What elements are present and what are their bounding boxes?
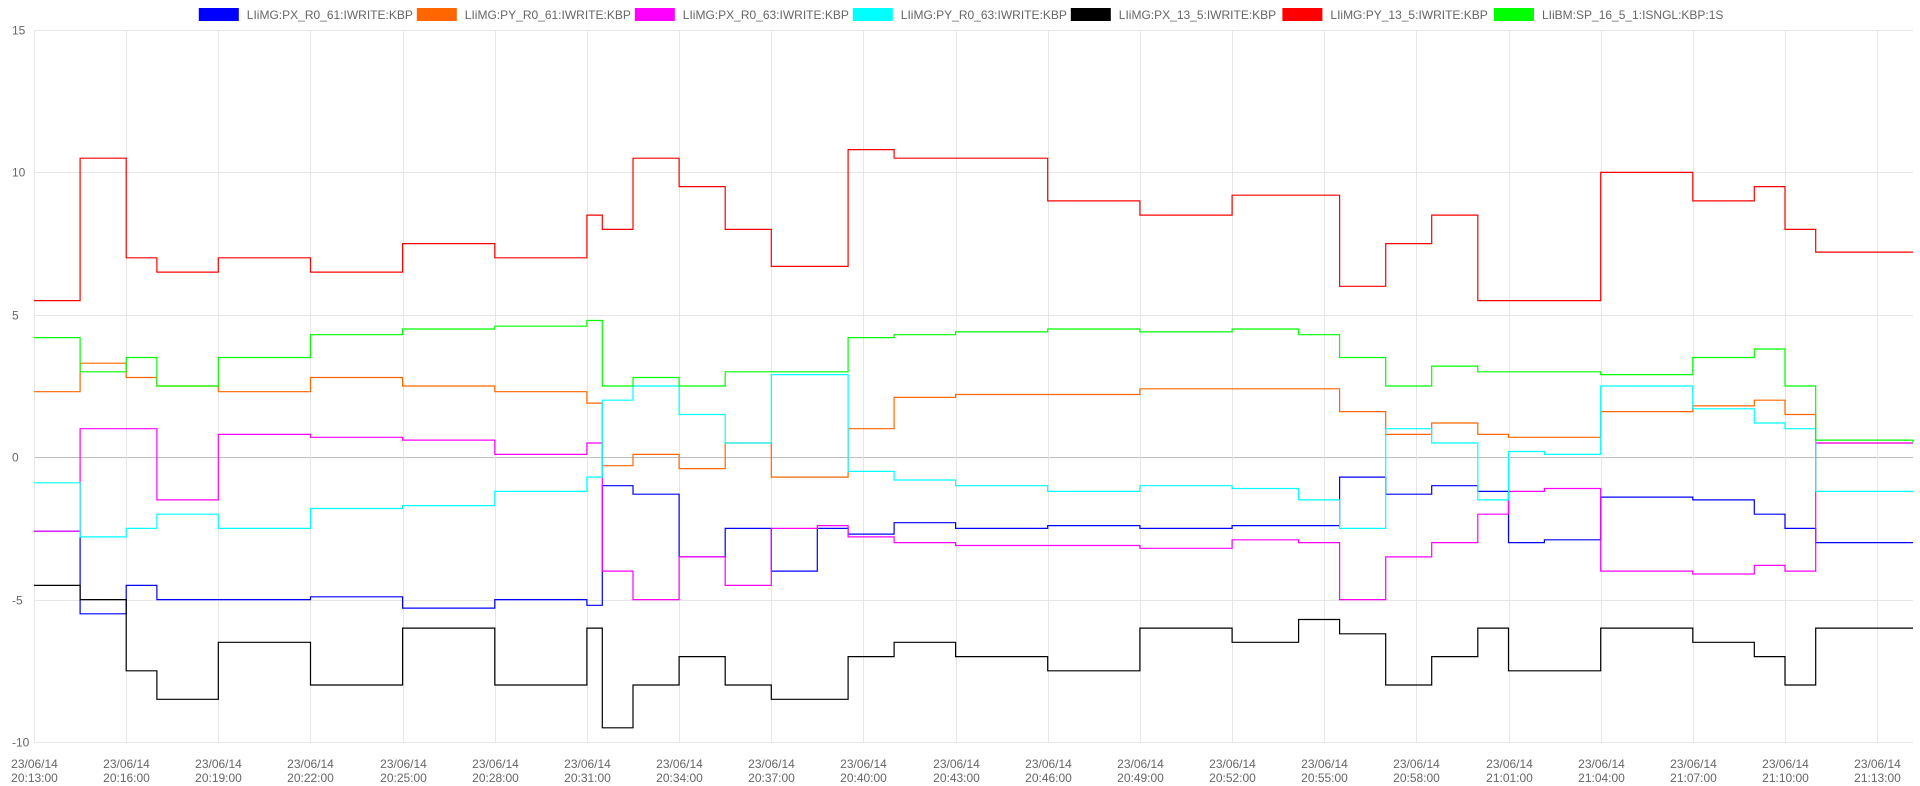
legend-swatch: [852, 8, 893, 21]
x-tick-label-date: 23/06/14: [1117, 757, 1164, 771]
x-tick-label-date: 23/06/14: [1209, 757, 1256, 771]
x-tick-label-date: 23/06/14: [656, 757, 703, 771]
x-tick-label-time: 20:28:00: [472, 771, 519, 785]
y-tick-label: -10: [12, 736, 30, 750]
legend-label: LIiMG:PX_R0_63:IWRITE:KBP: [683, 8, 849, 22]
y-tick-label: 5: [12, 309, 19, 323]
x-tick-label-time: 20:55:00: [1301, 771, 1348, 785]
x-tick-label-time: 21:07:00: [1670, 771, 1717, 785]
legend-label: LIiMG:PY_R0_63:IWRITE:KBP: [901, 8, 1067, 22]
legend-swatch: [416, 8, 457, 21]
x-tick-label-time: 20:25:00: [380, 771, 427, 785]
x-tick-label-date: 23/06/14: [380, 757, 427, 771]
x-tick-label-time: 20:31:00: [564, 771, 611, 785]
x-tick-label-date: 23/06/14: [472, 757, 519, 771]
legend-label: LIiBM:SP_16_5_1:ISNGL:KBP:1S: [1542, 8, 1723, 22]
x-tick-label-date: 23/06/14: [840, 757, 887, 771]
x-tick-label-time: 20:58:00: [1393, 771, 1440, 785]
legend-swatch: [1494, 8, 1534, 21]
x-tick-label-date: 23/06/14: [1578, 757, 1625, 771]
x-tick-label-date: 23/06/14: [1393, 757, 1440, 771]
legend-label: LIiMG:PX_13_5:IWRITE:KBP: [1119, 8, 1276, 22]
x-tick-label-time: 20:52:00: [1209, 771, 1256, 785]
x-tick-label-date: 23/06/14: [1025, 757, 1072, 771]
legend-swatch: [198, 8, 239, 21]
x-tick-label-date: 23/06/14: [287, 757, 334, 771]
x-tick-label-date: 23/06/14: [1670, 757, 1717, 771]
x-tick-label-date: 23/06/14: [1762, 757, 1809, 771]
x-tick-label-time: 20:34:00: [656, 771, 703, 785]
y-tick-label: 10: [12, 166, 26, 180]
axes: -10-505101523/06/1420:13:0023/06/1420:16…: [11, 24, 1901, 786]
x-tick-label-date: 23/06/14: [195, 757, 242, 771]
legend-swatch: [634, 8, 675, 21]
y-tick-label: 15: [12, 24, 26, 38]
x-tick-label-date: 23/06/14: [1486, 757, 1533, 771]
y-tick-label: -5: [12, 594, 23, 608]
x-tick-label-time: 20:40:00: [840, 771, 887, 785]
x-tick-label-date: 23/06/14: [1854, 757, 1901, 771]
series-line: [34, 374, 1913, 538]
x-tick-label-date: 23/06/14: [564, 757, 611, 771]
legend-label: LIiMG:PY_R0_61:IWRITE:KBP: [465, 8, 631, 22]
series-line: [34, 149, 1913, 302]
x-tick-label-time: 20:19:00: [195, 771, 242, 785]
legend-swatch: [1070, 8, 1111, 21]
series-line: [34, 476, 1913, 615]
x-tick-label-date: 23/06/14: [933, 757, 980, 771]
legend-label: LIiMG:PY_13_5:IWRITE:KBP: [1330, 8, 1487, 22]
x-tick-label-time: 20:46:00: [1025, 771, 1072, 785]
series-line: [34, 362, 1913, 478]
y-tick-label: 0: [12, 451, 19, 465]
series-lines: [34, 149, 1914, 729]
x-tick-label-time: 20:16:00: [103, 771, 150, 785]
legend: LIiMG:PX_R0_61:IWRITE:KBP LIiMG:PY_R0_61:…: [198, 8, 1723, 22]
x-tick-label-time: 21:01:00: [1486, 771, 1533, 785]
legend-swatch: [1282, 8, 1323, 21]
series-line: [34, 319, 1914, 443]
x-tick-label-time: 20:13:00: [11, 771, 58, 785]
x-tick-label-time: 20:49:00: [1117, 771, 1164, 785]
series-line: [34, 428, 1913, 601]
series-line: [34, 584, 1913, 729]
x-tick-label-date: 23/06/14: [11, 757, 58, 771]
x-tick-label-time: 20:43:00: [933, 771, 980, 785]
x-tick-label-time: 20:22:00: [287, 771, 334, 785]
x-tick-label-date: 23/06/14: [748, 757, 795, 771]
x-tick-label-time: 21:10:00: [1762, 771, 1809, 785]
x-tick-label-time: 21:13:00: [1854, 771, 1901, 785]
x-tick-label-time: 21:04:00: [1578, 771, 1625, 785]
x-tick-label-time: 20:37:00: [748, 771, 795, 785]
legend-label: LIiMG:PX_R0_61:IWRITE:KBP: [247, 8, 413, 22]
x-tick-label-date: 23/06/14: [1301, 757, 1348, 771]
x-tick-label-date: 23/06/14: [103, 757, 150, 771]
